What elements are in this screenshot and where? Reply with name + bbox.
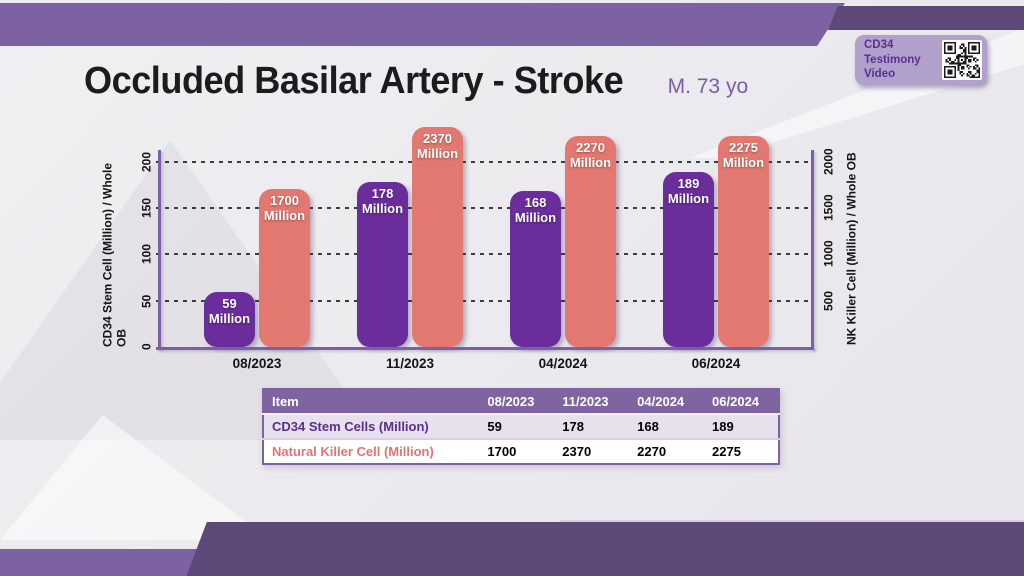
top-purple-banner	[0, 3, 845, 46]
testimony-video-label: CD34 Testimony Video	[864, 39, 921, 81]
bottom-accent-line	[560, 520, 1024, 522]
bar-value-label: 168 Million	[514, 195, 557, 226]
table-row: Natural Killer Cell (Million) 1700 2370 …	[263, 439, 779, 464]
table-cell: 59	[487, 419, 502, 434]
table-row: CD34 Stem Cells (Million) 59 178 168 189	[263, 414, 779, 439]
right-axis-tick: 1000	[821, 240, 836, 268]
bar-value-label: 2370 Million	[416, 131, 459, 162]
bar-cd34-06/2024	[663, 171, 714, 347]
table-cell: 178	[562, 419, 584, 434]
table-cell: 1700	[487, 444, 517, 459]
table-cell: 2275	[712, 444, 741, 459]
x-axis-label: 04/2024	[538, 356, 588, 371]
right-axis-title: NK Killer Cell (Million) / Whole OB	[844, 152, 859, 345]
table-header-row: Item 08/2023 11/2023 04/2024 06/2024	[263, 389, 779, 414]
right-axis-line	[811, 150, 814, 350]
testimony-video-badge[interactable]: CD34 Testimony Video	[855, 35, 987, 85]
top-dark-purple-band	[828, 6, 1024, 30]
right-axis-tick: 2000	[821, 148, 836, 175]
bar-cd34-11/2023	[357, 181, 408, 347]
row-label-cd34: CD34 Stem Cells (Million)	[272, 419, 429, 434]
table-header-date: 08/2023	[479, 389, 555, 414]
table-cell: 189	[712, 419, 734, 434]
bar-nk-06/2024	[718, 135, 769, 347]
qr-code-icon	[942, 40, 982, 80]
table-header-item: Item	[263, 389, 480, 414]
x-axis-label: 06/2024	[691, 356, 741, 371]
bar-cd34-04/2024	[510, 191, 561, 347]
bar-value-label: 178 Million	[361, 185, 404, 216]
x-axis-label: 11/2023	[385, 356, 435, 371]
table-cell: 2370	[562, 444, 592, 459]
table-header-date: 04/2024	[629, 389, 705, 414]
table-header-date: 06/2024	[704, 389, 779, 414]
patient-info: M. 73 yo	[667, 75, 749, 98]
data-table: Item 08/2023 11/2023 04/2024 06/2024 CD3…	[262, 388, 780, 465]
bar-value-label: 189 Million	[667, 175, 710, 206]
table-cell: 2270	[637, 444, 667, 459]
gridline	[156, 206, 814, 209]
header: Occluded Basilar Artery - Stroke M. 73 y…	[84, 60, 748, 103]
table-header-date: 11/2023	[554, 389, 630, 414]
bar-value-label: 1700 Million	[263, 193, 306, 224]
row-label-nk: Natural Killer Cell (Million)	[272, 444, 434, 459]
right-axis-tick: 1500	[821, 194, 836, 222]
bar-value-label: 2270 Million	[569, 140, 612, 171]
page-title: Occluded Basilar Artery - Stroke	[84, 60, 624, 102]
bar-nk-11/2023	[412, 127, 463, 347]
table-cell: 168	[637, 419, 659, 434]
right-axis-tick: 500	[821, 290, 836, 311]
gridline	[156, 160, 814, 163]
bar-nk-04/2024	[565, 136, 616, 347]
gridline	[156, 253, 814, 256]
bottom-dark-purple-band	[186, 522, 1024, 576]
